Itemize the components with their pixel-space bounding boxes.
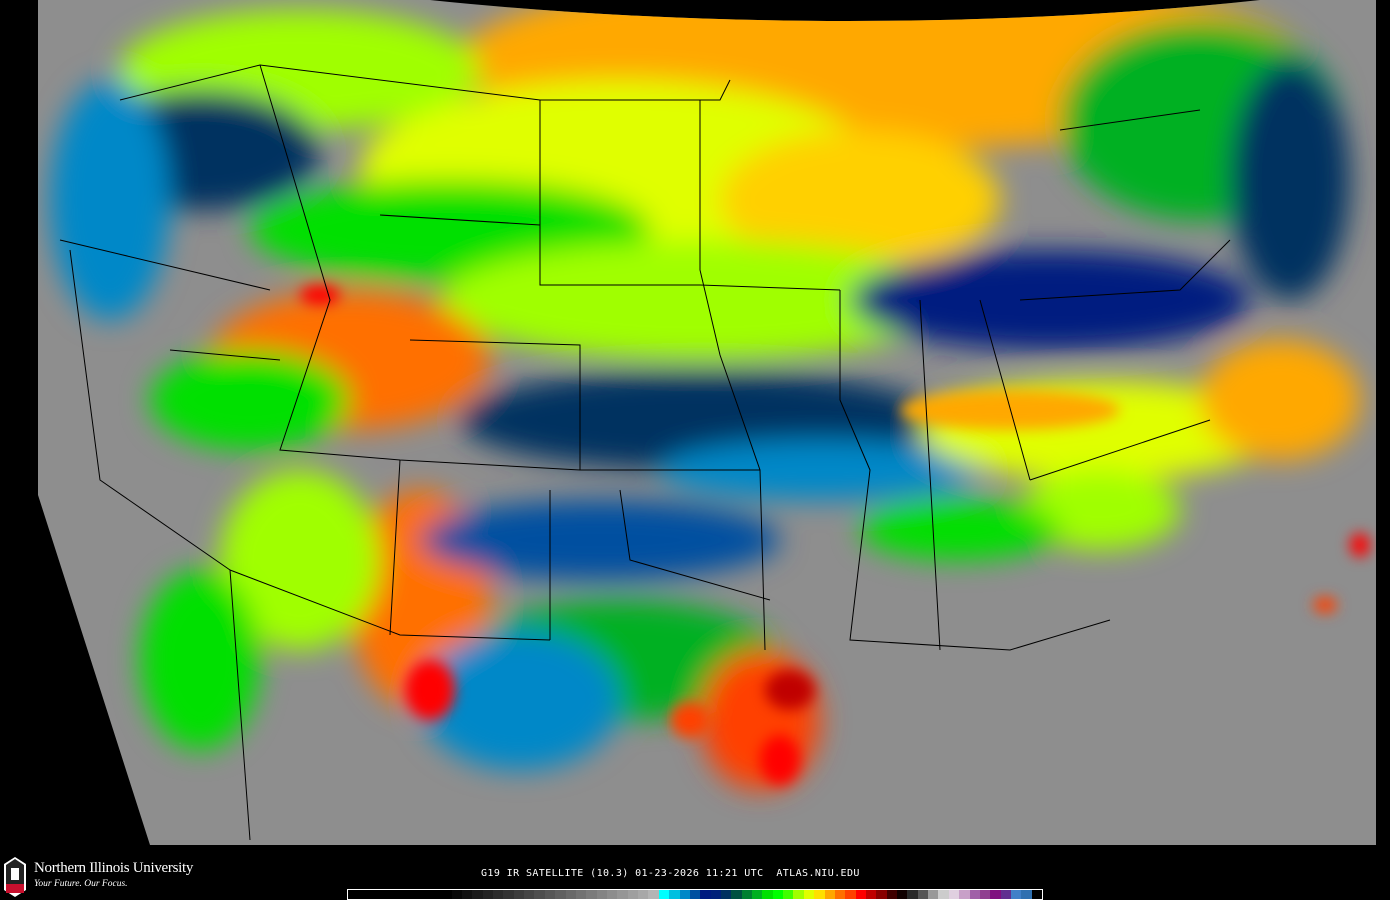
color-scale-swatch <box>441 890 452 899</box>
color-scale-swatch <box>1021 890 1032 899</box>
color-scale-swatch <box>410 890 421 899</box>
color-scale-swatch <box>679 890 690 899</box>
color-scale-swatch <box>379 890 390 899</box>
color-scale-swatch <box>669 890 680 899</box>
color-scale-swatch <box>959 890 970 899</box>
color-scale-swatch <box>524 890 535 899</box>
color-scale-swatch <box>793 890 804 899</box>
color-scale-swatch <box>876 890 887 899</box>
color-scale-swatch <box>638 890 649 899</box>
color-scale-swatch <box>897 890 908 899</box>
color-scale-swatch <box>803 890 815 899</box>
color-scale-swatch <box>938 890 949 899</box>
color-scale-swatch <box>824 890 835 899</box>
color-scale-swatch <box>969 890 980 899</box>
color-scale-swatch <box>503 890 514 899</box>
color-scale-swatch <box>451 890 462 899</box>
color-scale-swatch <box>348 890 359 899</box>
color-scale-swatch <box>586 890 597 899</box>
color-scale-swatch <box>430 890 442 899</box>
color-scale-swatch <box>1000 890 1011 899</box>
color-scale-swatch <box>741 890 753 899</box>
color-scale-swatch <box>762 890 773 899</box>
color-scale-swatch <box>855 890 866 899</box>
color-scale-swatch <box>493 890 504 899</box>
color-scale-swatch <box>358 890 369 899</box>
color-scale-swatch <box>834 890 846 899</box>
color-scale-swatch <box>575 890 587 899</box>
color-scale-swatch <box>648 890 659 899</box>
footer-bar: Northern Illinois University Your Future… <box>0 848 1390 900</box>
color-scale-swatch <box>865 890 877 899</box>
university-tagline: Your Future. Our Focus. <box>34 879 128 889</box>
color-scale-swatch <box>752 890 763 899</box>
satellite-ir-map <box>38 0 1376 845</box>
color-scale-bar <box>347 889 1043 900</box>
color-scale-swatch <box>534 890 545 899</box>
color-scale-swatch <box>917 890 929 899</box>
color-scale-swatch <box>617 890 628 899</box>
color-scale-swatch <box>1011 890 1022 899</box>
color-scale-swatch <box>658 890 670 899</box>
color-scale-swatch <box>990 890 1001 899</box>
state-borders <box>59 64 1231 841</box>
university-name: Northern Illinois University <box>34 860 194 876</box>
color-scale-swatch <box>596 890 607 899</box>
color-scale-swatch <box>907 890 918 899</box>
color-scale-swatch <box>783 890 794 899</box>
color-scale-swatch <box>700 890 711 899</box>
color-scale-swatch <box>544 890 556 899</box>
color-scale-swatch <box>482 890 494 899</box>
color-scale-swatch <box>389 890 400 899</box>
niu-logo <box>4 857 26 897</box>
color-scale-swatch <box>948 890 960 899</box>
color-scale-swatch <box>928 890 939 899</box>
color-scale-swatch <box>368 890 380 899</box>
color-scale-swatch <box>845 890 856 899</box>
imagery <box>38 0 1376 845</box>
color-scale-swatch <box>461 890 473 899</box>
color-scale-swatch <box>513 890 525 899</box>
color-scale-swatch <box>731 890 742 899</box>
color-scale-swatch <box>472 890 483 899</box>
color-scale-swatch <box>565 890 576 899</box>
color-scale-swatch <box>710 890 721 899</box>
color-scale-swatch <box>814 890 825 899</box>
color-scale-swatch <box>979 890 991 899</box>
color-scale-swatch <box>555 890 566 899</box>
color-scale-swatch <box>399 890 411 899</box>
color-scale-swatch <box>420 890 431 899</box>
color-scale-swatch <box>627 890 639 899</box>
color-scale-swatch <box>606 890 618 899</box>
color-scale-swatch <box>772 890 784 899</box>
color-scale-swatch <box>1031 890 1043 899</box>
color-scale-swatch <box>689 890 701 899</box>
color-scale-swatch <box>720 890 732 899</box>
color-scale-swatch <box>886 890 898 899</box>
image-caption: G19 IR SATELLITE (10.3) 01-23-2026 11:21… <box>481 868 860 879</box>
